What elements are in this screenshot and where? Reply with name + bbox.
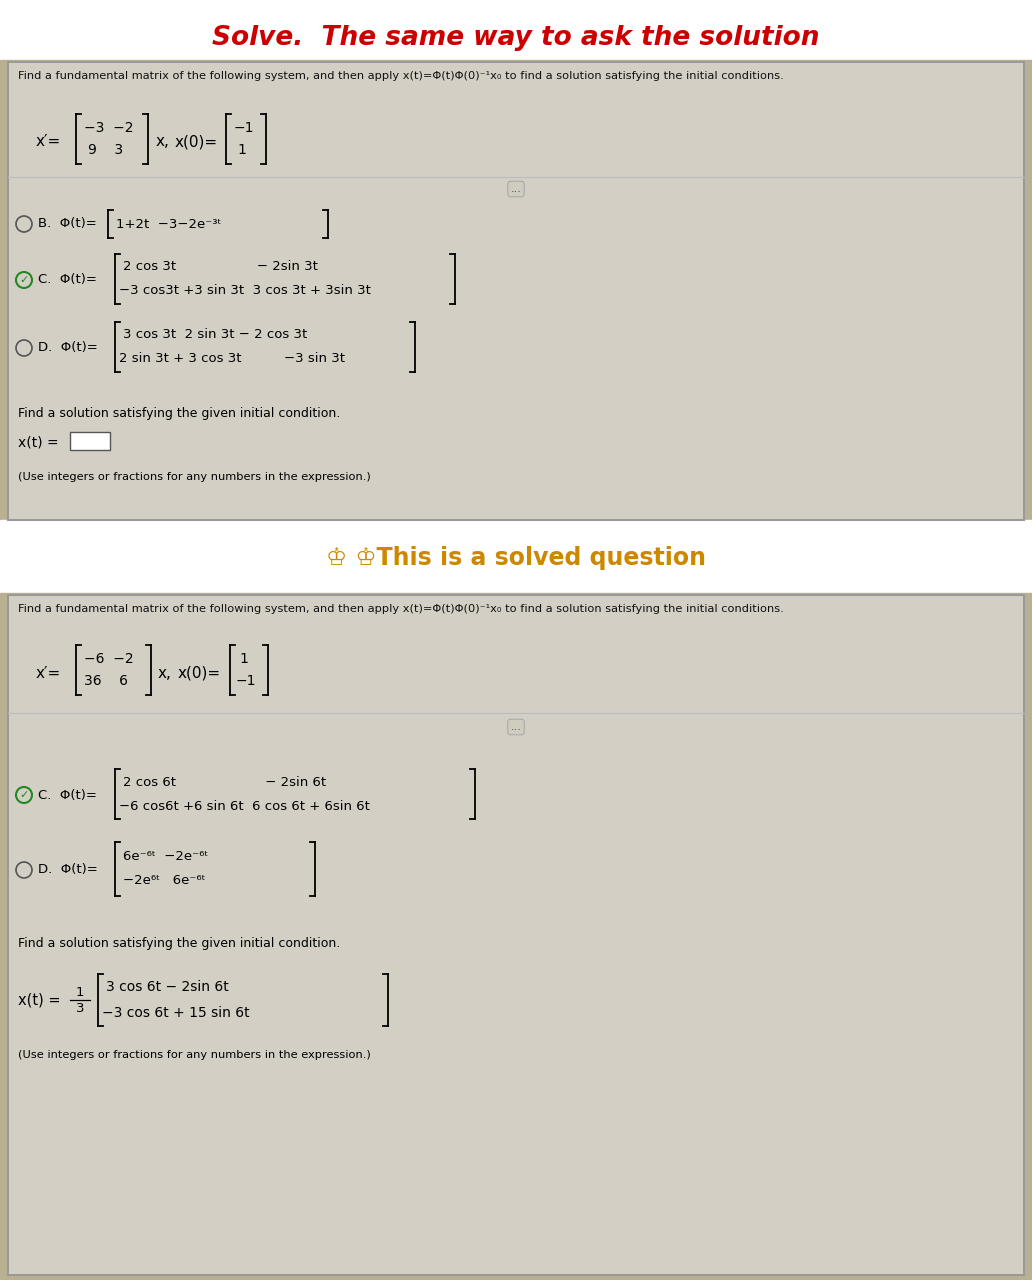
Text: ♔ ♔This is a solved question: ♔ ♔This is a solved question: [326, 547, 706, 570]
Bar: [0, 593, 1032, 1280]
Text: −6  −2: −6 −2: [84, 652, 133, 666]
Text: 6e⁻⁶ᵗ  −2e⁻⁶ᵗ: 6e⁻⁶ᵗ −2e⁻⁶ᵗ: [123, 850, 208, 863]
Text: D.  Φ(t)=: D. Φ(t)=: [38, 864, 98, 877]
Bar: [9, 596, 1023, 1274]
Bar: [0, 60, 1032, 530]
Bar: [70, 431, 110, 451]
Text: 36    6: 36 6: [84, 675, 128, 689]
Text: x′=: x′=: [36, 134, 61, 150]
Text: 3 cos 6t − 2sin 6t: 3 cos 6t − 2sin 6t: [106, 980, 229, 995]
Text: ...: ...: [511, 184, 521, 195]
Text: −6 cos6t +6 sin 6t  6 cos 6t + 6sin 6t: −6 cos6t +6 sin 6t 6 cos 6t + 6sin 6t: [119, 800, 369, 813]
Text: C.  Φ(t)=: C. Φ(t)=: [38, 274, 97, 287]
Text: D.  Φ(t)=: D. Φ(t)=: [38, 342, 98, 355]
Bar: [9, 63, 1023, 518]
Text: 1: 1: [75, 986, 85, 998]
Bar: [8, 595, 1024, 1275]
Text: −3  −2: −3 −2: [84, 122, 133, 134]
Text: x(0)=: x(0)=: [175, 134, 218, 150]
Text: Find a fundamental matrix of the following system, and then apply x(t)=Φ(t)Φ(0)⁻: Find a fundamental matrix of the followi…: [18, 70, 783, 81]
Text: 3 cos 3t  2 sin 3t − 2 cos 3t: 3 cos 3t 2 sin 3t − 2 cos 3t: [123, 329, 308, 342]
Text: 2 cos 3t                   − 2sin 3t: 2 cos 3t − 2sin 3t: [123, 261, 318, 274]
Text: x(t) =: x(t) =: [18, 435, 59, 449]
Text: Find a solution satisfying the given initial condition.: Find a solution satisfying the given ini…: [18, 407, 341, 421]
Text: x,: x,: [158, 666, 172, 681]
Text: C.  Φ(t)=: C. Φ(t)=: [38, 788, 97, 801]
Text: ...: ...: [511, 722, 521, 732]
Text: ✓: ✓: [20, 790, 29, 800]
Text: 2 cos 6t                     − 2sin 6t: 2 cos 6t − 2sin 6t: [123, 776, 326, 788]
Text: 1: 1: [239, 652, 248, 666]
Text: (Use integers or fractions for any numbers in the expression.): (Use integers or fractions for any numbe…: [18, 1050, 370, 1060]
Text: 9    3: 9 3: [88, 143, 123, 157]
Text: x′=: x′=: [36, 666, 61, 681]
Text: x,: x,: [156, 134, 170, 150]
Text: x(0)=: x(0)=: [178, 666, 221, 681]
Bar: [0, 520, 1032, 595]
Text: ✓: ✓: [20, 275, 29, 285]
Text: (Use integers or fractions for any numbers in the expression.): (Use integers or fractions for any numbe…: [18, 472, 370, 483]
Text: x(t) =: x(t) =: [18, 992, 61, 1007]
Text: −3 cos 6t + 15 sin 6t: −3 cos 6t + 15 sin 6t: [102, 1006, 250, 1020]
Text: −3 cos3t +3 sin 3t  3 cos 3t + 3sin 3t: −3 cos3t +3 sin 3t 3 cos 3t + 3sin 3t: [119, 284, 370, 297]
Text: −1: −1: [234, 122, 255, 134]
Text: Solve.  The same way to ask the solution: Solve. The same way to ask the solution: [213, 26, 819, 51]
Text: Find a fundamental matrix of the following system, and then apply x(t)=Φ(t)Φ(0)⁻: Find a fundamental matrix of the followi…: [18, 604, 783, 614]
Bar: [8, 61, 1024, 520]
Text: 1+2t  −3−2e⁻³ᵗ: 1+2t −3−2e⁻³ᵗ: [116, 218, 222, 230]
Text: 3: 3: [75, 1002, 85, 1015]
Text: 2 sin 3t + 3 cos 3t          −3 sin 3t: 2 sin 3t + 3 cos 3t −3 sin 3t: [119, 352, 345, 366]
Text: −2e⁶ᵗ   6e⁻⁶ᵗ: −2e⁶ᵗ 6e⁻⁶ᵗ: [123, 873, 205, 887]
Text: −1: −1: [236, 675, 257, 689]
Text: 1: 1: [237, 143, 246, 157]
Text: Find a solution satisfying the given initial condition.: Find a solution satisfying the given ini…: [18, 937, 341, 950]
Text: B.  Φ(t)=: B. Φ(t)=: [38, 218, 97, 230]
